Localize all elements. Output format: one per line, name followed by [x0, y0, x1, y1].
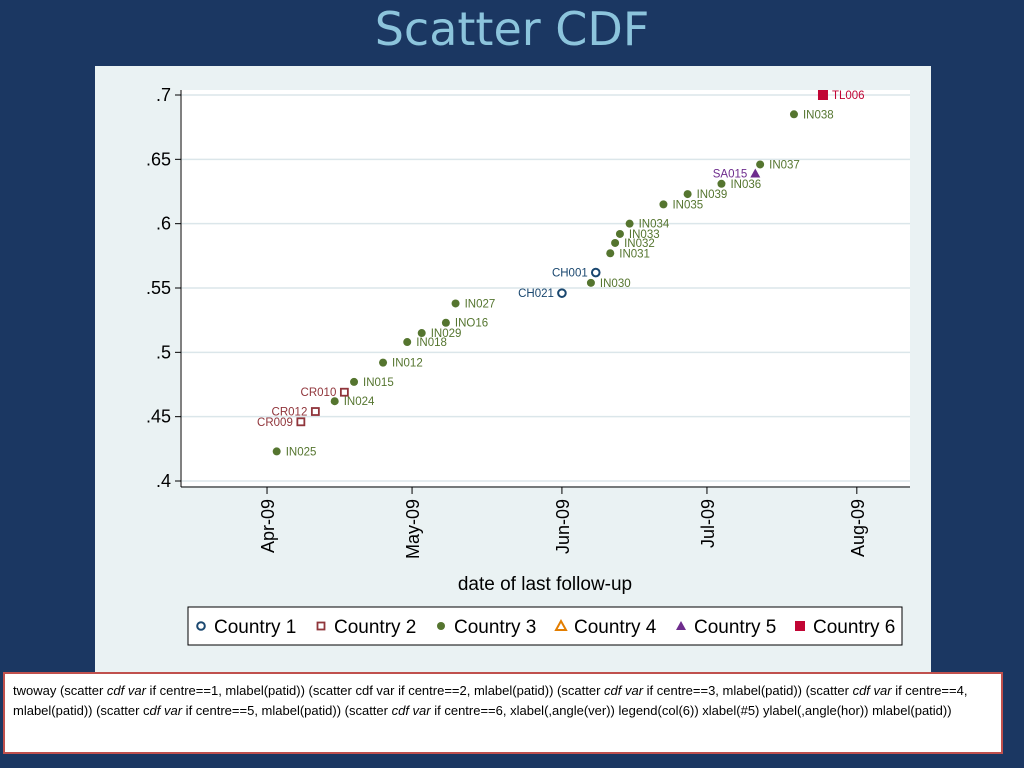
point-label: IN036: [730, 179, 761, 191]
data-point: [611, 238, 620, 247]
data-point: [789, 110, 798, 119]
legend-box: [187, 606, 903, 646]
legend-label: Country 4: [574, 617, 657, 638]
point-label: INO16: [455, 318, 488, 330]
legend-marker: [554, 618, 568, 631]
code-segment: df var: [149, 703, 183, 718]
slide-title: Scatter CDF: [374, 2, 650, 56]
stata-code-text: twoway (scatter cdf var if centre==1, ml…: [13, 681, 993, 721]
point-label: TL006: [832, 90, 865, 102]
data-point: [557, 288, 567, 298]
point-label: IN027: [465, 298, 496, 310]
code-segment: cdf var: [391, 703, 431, 718]
data-point: [441, 318, 450, 327]
legend-marker: [676, 621, 686, 630]
data-point: [350, 377, 359, 386]
legend-label: Country 2: [334, 617, 416, 638]
point-label: IN034: [639, 219, 670, 231]
point-label: IN015: [363, 377, 394, 389]
code-segment: if centre==5, mlabel(patid)) (scatter: [182, 703, 392, 718]
grid-lines: [180, 94, 910, 482]
data-point: [586, 278, 595, 287]
data-point: [717, 179, 726, 188]
point-label: IN037: [769, 159, 800, 171]
data-point: [296, 417, 306, 427]
legend-label: Country 5: [694, 617, 776, 638]
chart-panel: .4 .45 .5 .55 .6 .65 .7 Apr-09 May-09 Jun-09 Jul-…: [95, 66, 931, 676]
data-point: [615, 229, 624, 238]
legend-label: Country 1: [214, 617, 296, 638]
point-label: CR012: [272, 407, 308, 419]
x-tick-label: Jun-09: [553, 499, 573, 554]
code-segment: if centre==1, mlabel(patid)) (scatter cd…: [145, 683, 605, 698]
point-label: IN031: [619, 248, 650, 260]
point-label: IN035: [672, 199, 703, 211]
data-point: [817, 90, 828, 100]
legend-label: Country 6: [813, 617, 895, 638]
point-label: IN038: [803, 109, 834, 121]
code-segment: twoway (scatter: [13, 683, 107, 698]
code-segment: cdf var: [604, 683, 644, 698]
data-point: [379, 358, 388, 367]
data-point: [659, 200, 668, 209]
x-tick-label: Apr-09: [258, 499, 278, 553]
legend: Country 1 Country 2 Country 3 Country 4 Coun…: [196, 617, 895, 638]
point-label: IN018: [416, 337, 447, 349]
data-point: [756, 160, 765, 169]
point-label: IN030: [600, 278, 631, 290]
legend-marker: [316, 621, 326, 631]
data-point: [339, 387, 349, 397]
point-label: IN033: [629, 229, 660, 241]
data-point: [590, 267, 601, 278]
point-label: IN024: [344, 396, 375, 408]
point-label: IN025: [286, 446, 317, 458]
y-axis-ticks: .4 .45 .5 .55 .6 .65 .7: [146, 85, 181, 491]
data-point: [451, 299, 460, 308]
code-segment: if centre==6, xlabel(,angle(ver)) legend…: [430, 703, 952, 718]
y-tick-label: .45: [146, 407, 171, 427]
y-tick-label: .4: [156, 471, 171, 491]
code-segment: cdf var: [852, 683, 892, 698]
data-point: [750, 168, 761, 178]
legend-label: Country 3: [454, 617, 536, 638]
point-label: CR010: [301, 387, 337, 399]
point-label: SA015: [713, 168, 748, 180]
y-tick-label: .5: [156, 342, 171, 362]
point-label: CR009: [257, 417, 293, 429]
data-point: [403, 338, 412, 347]
point-label: CH021: [518, 288, 554, 300]
legend-marker: [196, 621, 206, 631]
y-tick-label: .7: [156, 85, 171, 105]
code-segment: cdf var: [106, 683, 146, 698]
point-label: IN012: [392, 358, 423, 370]
point-label: CH001: [552, 268, 588, 280]
legend-marker: [437, 622, 445, 630]
legend-marker: [795, 621, 805, 631]
y-tick-label: .55: [146, 278, 171, 298]
y-tick-label: .65: [146, 149, 171, 169]
data-point: [417, 329, 426, 338]
data-point: [272, 447, 281, 456]
data-point: [625, 219, 634, 228]
code-segment: if centre==4, mlabel(patid)) (scatter c: [13, 683, 968, 718]
x-axis-title: date of last follow-up: [458, 574, 632, 595]
x-axis-ticks: Apr-09 May-09 Jun-09 Jul-09 Aug-09: [258, 487, 868, 559]
scatter-chart: .4 .45 .5 .55 .6 .65 .7 Apr-09 May-09 Jun-09 Jul-…: [146, 85, 910, 646]
code-segment: if centre==3, mlabel(patid)) (scatter: [643, 683, 853, 698]
y-tick-label: .6: [156, 214, 171, 234]
stata-code-box: twoway (scatter cdf var if centre==1, ml…: [3, 672, 1003, 754]
data-point: [330, 397, 339, 406]
point-label: IN032: [624, 238, 655, 250]
data-point: [606, 249, 615, 258]
x-tick-label: Jul-09: [698, 499, 718, 548]
x-tick-label: May-09: [403, 499, 423, 559]
data-point: [683, 190, 692, 199]
point-label: IN029: [431, 328, 462, 340]
point-label: IN039: [697, 189, 728, 201]
data-point: [310, 407, 320, 416]
x-tick-label: Aug-09: [848, 499, 868, 557]
